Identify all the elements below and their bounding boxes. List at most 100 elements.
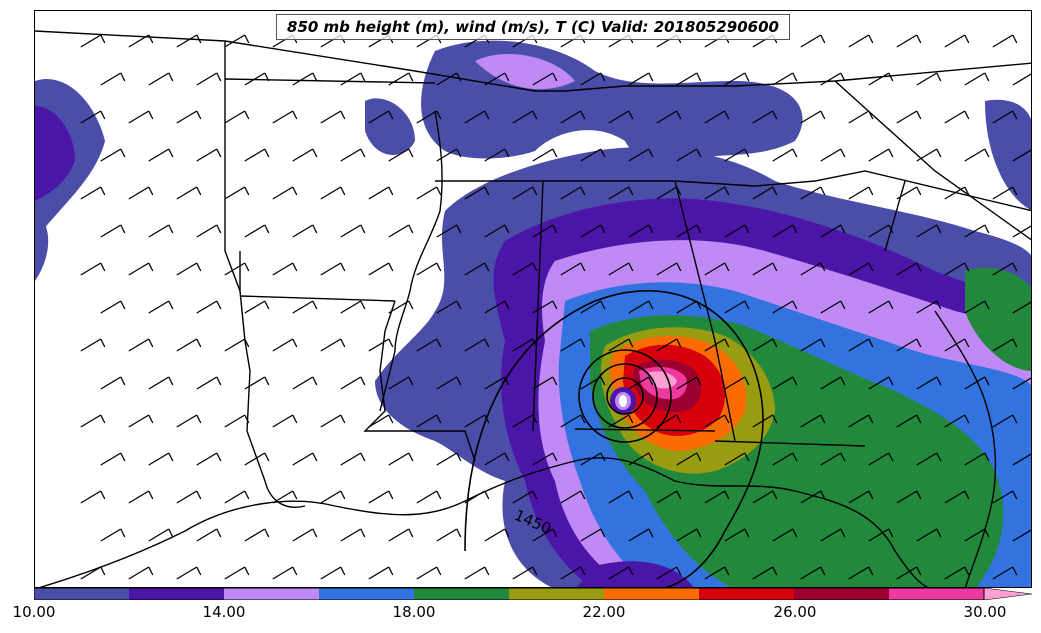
wind-barb xyxy=(608,490,634,504)
wind-barb xyxy=(176,186,202,200)
wind-barb xyxy=(896,34,922,48)
wind-barb xyxy=(628,528,654,542)
wind-barb xyxy=(484,300,510,314)
wind-barb xyxy=(704,110,730,124)
wind-barb xyxy=(800,338,826,352)
wind-barb xyxy=(512,490,538,504)
wind-barb xyxy=(388,224,414,238)
wind-barb xyxy=(292,148,318,162)
wind-barb xyxy=(436,376,462,390)
wind-barb xyxy=(772,224,798,238)
wind-barb xyxy=(1012,225,1031,238)
wind-barb xyxy=(752,262,778,276)
wind-barb xyxy=(724,376,750,390)
wind-barb xyxy=(800,414,826,428)
wind-barb xyxy=(608,566,634,580)
wind-barb xyxy=(196,224,222,238)
colorbar-segment xyxy=(34,588,130,600)
wind-barb xyxy=(532,452,558,466)
wind-barb xyxy=(368,566,394,580)
wind-barb xyxy=(196,452,222,466)
wind-barb xyxy=(676,72,702,86)
wind-barb xyxy=(992,490,1018,504)
wind-barb xyxy=(368,110,394,124)
wind-barb xyxy=(244,224,270,238)
wind-barb xyxy=(656,262,682,276)
wind-barb xyxy=(224,338,250,352)
wind-barb xyxy=(388,300,414,314)
wind-barb xyxy=(628,224,654,238)
wind-barb xyxy=(820,224,846,238)
wind-barb xyxy=(464,566,490,580)
wind-barb xyxy=(388,376,414,390)
wind-barb xyxy=(868,528,894,542)
wind-barb xyxy=(388,452,414,466)
wind-barb xyxy=(1012,529,1031,542)
wind-barb xyxy=(724,452,750,466)
wind-barb xyxy=(916,224,942,238)
colorbar-segment xyxy=(699,588,795,600)
wind-barb xyxy=(464,338,490,352)
wind-barb xyxy=(1012,73,1031,86)
wind-barb xyxy=(608,110,634,124)
wind-barb xyxy=(100,528,126,542)
wind-barb xyxy=(752,414,778,428)
wind-barb xyxy=(80,186,106,200)
wind-barb xyxy=(944,262,970,276)
colorbar-segment xyxy=(129,588,225,600)
wind-barb xyxy=(148,452,174,466)
wind-barb xyxy=(848,490,874,504)
wind-barb xyxy=(1012,453,1031,466)
wind-barb xyxy=(848,110,874,124)
wind-barb xyxy=(148,300,174,314)
wind-barb xyxy=(944,490,970,504)
wind-barb xyxy=(580,300,606,314)
wind-barb xyxy=(436,528,462,542)
wind-barb xyxy=(484,148,510,162)
wind-barb xyxy=(148,148,174,162)
wind-barb xyxy=(752,110,778,124)
wind-barb xyxy=(1012,301,1031,314)
colorbar-border xyxy=(34,588,985,600)
wind-barb xyxy=(896,414,922,428)
wind-barb xyxy=(512,414,538,428)
colorbar-label-2: 18.00 xyxy=(392,603,436,621)
wind-barb xyxy=(896,186,922,200)
wind-barb xyxy=(896,490,922,504)
wind-barb xyxy=(724,300,750,314)
wind-barb xyxy=(416,566,442,580)
colorbar xyxy=(34,588,1032,600)
wind-barb xyxy=(272,490,298,504)
colorbar-label-4: 26.00 xyxy=(773,603,817,621)
wind-barb xyxy=(80,34,106,48)
wind-barb xyxy=(1012,149,1031,162)
wind-barb xyxy=(416,490,442,504)
wind-barb xyxy=(772,452,798,466)
wind-barb xyxy=(772,528,798,542)
wind-barb xyxy=(484,452,510,466)
wind-barb xyxy=(992,338,1018,352)
wind-barb xyxy=(944,338,970,352)
wind-barb xyxy=(628,148,654,162)
wind-barb xyxy=(532,300,558,314)
wind-barb xyxy=(128,566,154,580)
wind-barb xyxy=(772,300,798,314)
wind-barb xyxy=(800,490,826,504)
wind-barb xyxy=(80,262,106,276)
wind-barb xyxy=(964,528,990,542)
wind-barb xyxy=(368,262,394,276)
wind-barb xyxy=(752,566,778,580)
wind-barb xyxy=(868,300,894,314)
wind-barb xyxy=(916,148,942,162)
wind-barb xyxy=(292,376,318,390)
wind-barb xyxy=(244,72,270,86)
wind-barb xyxy=(820,528,846,542)
wind-barb xyxy=(676,528,702,542)
wind-barb xyxy=(512,186,538,200)
wind-barb xyxy=(416,262,442,276)
wind-barb xyxy=(512,566,538,580)
wind-barb xyxy=(848,186,874,200)
height-contours xyxy=(464,290,764,587)
wind-barb xyxy=(176,338,202,352)
wind-barb xyxy=(628,300,654,314)
